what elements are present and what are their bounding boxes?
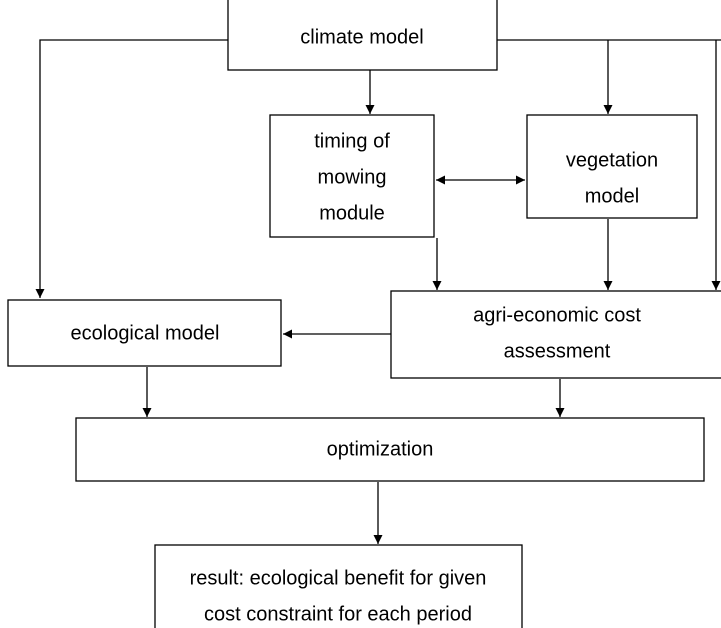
- box: [7, 299, 282, 367]
- boxes: climate model timing of mowing module vegeta…: [7, 0, 721, 628]
- box: [526, 114, 698, 219]
- box: [227, 0, 498, 71]
- box: [75, 417, 705, 482]
- box-label: climate model: [300, 26, 423, 48]
- box-label: module: [319, 202, 385, 224]
- box-label: timing of: [314, 130, 390, 152]
- connectors: [35, 39, 721, 544]
- box-label: model: [585, 185, 639, 207]
- box: [154, 544, 523, 628]
- box-label: assessment: [504, 340, 611, 362]
- box-label: ecological model: [71, 322, 220, 344]
- box-label: cost constraint for each period: [204, 603, 472, 625]
- box-label: vegetation: [566, 149, 658, 171]
- box-label: agri-economic cost: [473, 304, 641, 326]
- box-label: result: ecological benefit for given: [190, 567, 487, 589]
- box: [269, 114, 435, 238]
- box-label: mowing: [318, 166, 387, 188]
- box: [390, 290, 721, 379]
- box-label: optimization: [327, 438, 434, 460]
- arrow: [35, 39, 228, 298]
